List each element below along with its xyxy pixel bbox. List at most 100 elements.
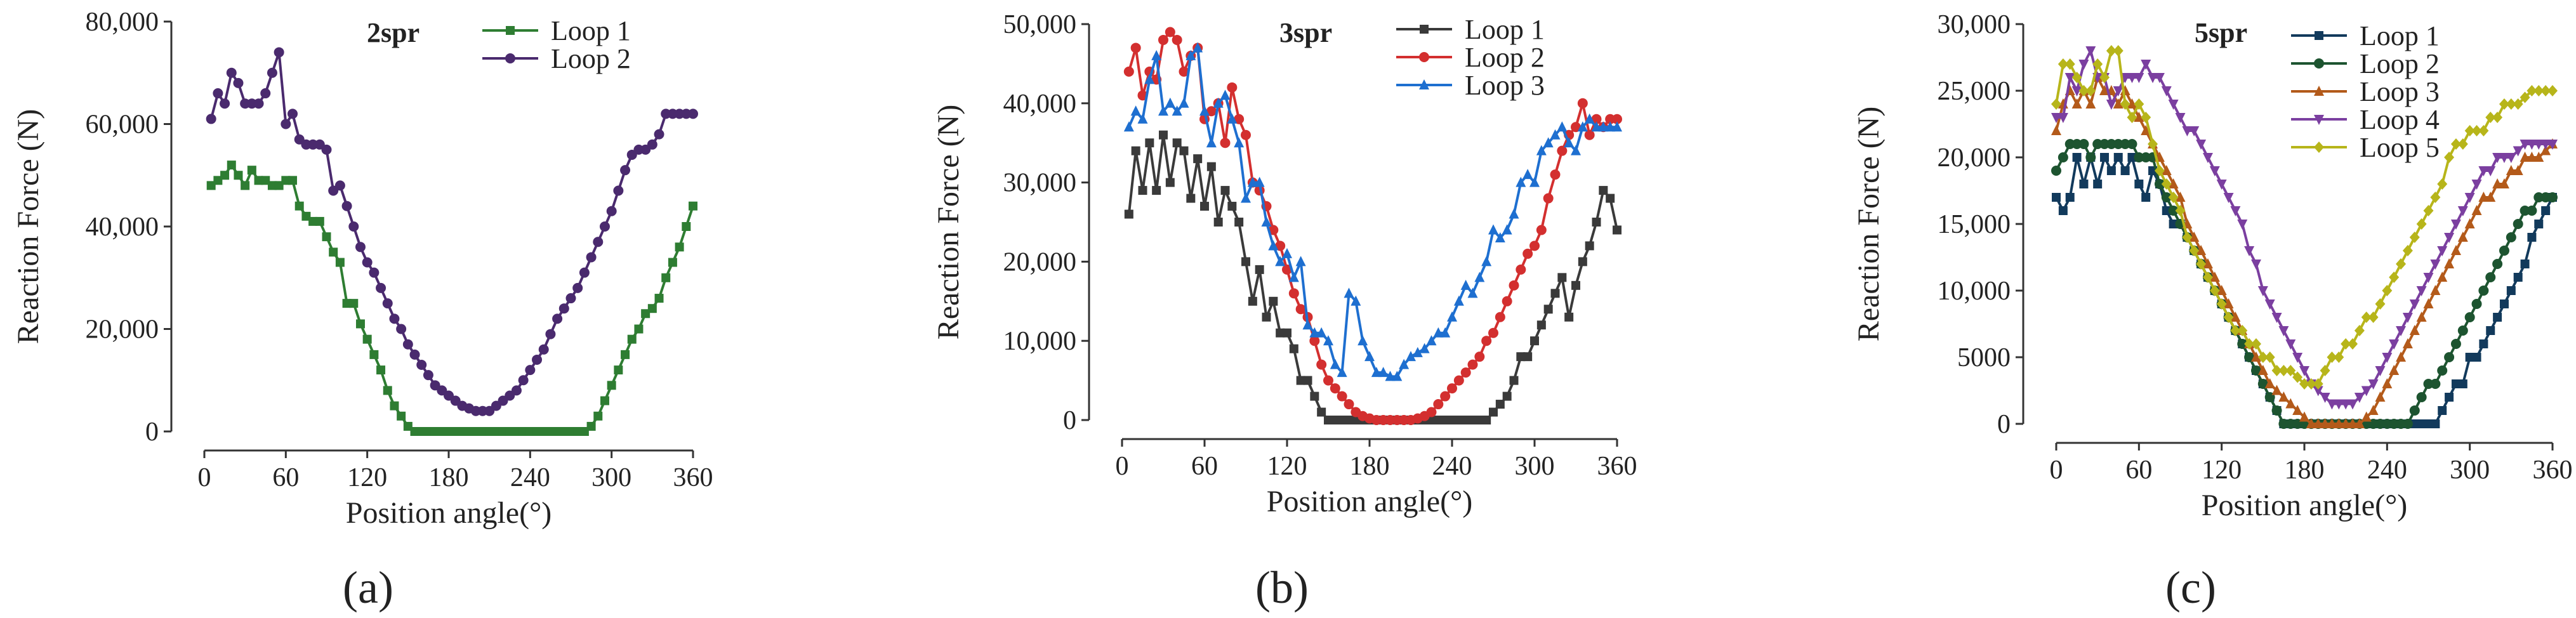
- x-tick-label: 120: [2202, 456, 2242, 485]
- data-point: [2079, 180, 2089, 188]
- data-point: [1557, 273, 1567, 282]
- data-point: [2100, 153, 2110, 162]
- data-point: [2382, 285, 2393, 296]
- data-point: [2106, 100, 2117, 110]
- data-point: [2320, 365, 2330, 376]
- data-point: [2064, 73, 2075, 83]
- data-point: [2520, 140, 2530, 150]
- data-point: [1543, 137, 1554, 148]
- data-point: [233, 77, 244, 88]
- data-point: [2134, 180, 2144, 188]
- data-point: [2078, 85, 2089, 96]
- data-point: [2085, 98, 2096, 108]
- data-point: [2250, 260, 2261, 270]
- data-point: [2409, 325, 2420, 335]
- data-point: [2471, 180, 2482, 190]
- data-point: [2541, 206, 2551, 215]
- data-point: [2375, 391, 2386, 402]
- data-point: [2416, 218, 2427, 230]
- data-point: [1522, 169, 1533, 180]
- data-point: [1509, 208, 1519, 219]
- data-point: [2492, 112, 2503, 123]
- data-point: [2450, 245, 2461, 255]
- panel-title: 2spr: [367, 17, 419, 48]
- data-point: [1323, 375, 1333, 386]
- data-point: [2457, 206, 2468, 216]
- data-point: [213, 176, 223, 185]
- data-point: [274, 47, 284, 58]
- data-point: [417, 427, 426, 436]
- data-point: [1283, 328, 1291, 338]
- data-point: [2230, 206, 2241, 216]
- data-point: [2389, 272, 2400, 283]
- data-point: [1220, 89, 1231, 100]
- data-point: [511, 385, 522, 396]
- x-tick-label: 120: [1267, 452, 1307, 481]
- data-point: [1330, 383, 1340, 394]
- data-point: [423, 427, 433, 436]
- data-point: [2299, 411, 2309, 422]
- data-point: [1179, 66, 1189, 77]
- data-point: [1220, 186, 1230, 195]
- data-point: [2257, 286, 2268, 296]
- data-point: [2244, 338, 2255, 350]
- data-point: [1282, 247, 1292, 258]
- data-point: [267, 181, 277, 190]
- data-point: [241, 181, 250, 190]
- x-axis-label: Position angle(°): [346, 496, 552, 530]
- data-point: [1523, 352, 1533, 362]
- data-point: [2148, 138, 2158, 150]
- data-point: [410, 427, 419, 436]
- data-point: [2341, 338, 2351, 350]
- data-point: [2230, 325, 2241, 336]
- data-point: [1426, 407, 1437, 417]
- data-point: [1309, 336, 1320, 346]
- data-point: [2278, 326, 2289, 336]
- x-tick-label: 240: [2367, 456, 2407, 485]
- data-point: [2361, 411, 2372, 422]
- data-point: [1261, 216, 1272, 227]
- data-point: [1584, 129, 1595, 140]
- data-point: [2120, 98, 2130, 110]
- data-point: [1584, 113, 1595, 124]
- data-point: [1606, 194, 1615, 203]
- data-point: [2547, 140, 2558, 150]
- data-point: [1165, 97, 1175, 108]
- data-point: [654, 294, 664, 303]
- data-point: [2264, 299, 2275, 310]
- y-tick-label: 50,000: [1003, 10, 1077, 39]
- data-point: [1137, 113, 1148, 124]
- data-point: [586, 421, 596, 431]
- data-point: [2327, 399, 2337, 410]
- data-point: [2237, 220, 2248, 230]
- data-point: [1509, 280, 1519, 291]
- data-point: [2464, 218, 2475, 228]
- x-tick-label: 360: [673, 463, 713, 492]
- data-point: [2299, 366, 2309, 376]
- data-point: [566, 427, 576, 436]
- data-point: [647, 139, 657, 150]
- data-point: [1296, 376, 1305, 385]
- data-point: [2341, 399, 2351, 410]
- data-point: [2223, 193, 2234, 203]
- data-point: [2134, 112, 2144, 122]
- data-point: [2410, 419, 2419, 428]
- data-point: [613, 185, 624, 196]
- data-point: [390, 401, 399, 411]
- data-point: [301, 211, 311, 221]
- series-loop-1: [206, 161, 697, 436]
- data-point: [519, 427, 528, 436]
- data-point: [1613, 225, 1622, 235]
- data-point: [1288, 272, 1299, 282]
- data-point: [369, 350, 379, 359]
- data-point: [396, 324, 407, 334]
- data-point: [329, 247, 338, 257]
- data-point: [607, 381, 616, 390]
- data-point: [2465, 353, 2474, 362]
- data-point: [1234, 137, 1245, 148]
- data-point: [2278, 365, 2289, 376]
- data-point: [2202, 272, 2213, 283]
- data-point: [1481, 256, 1492, 266]
- data-point: [1447, 383, 1457, 394]
- data-point: [2458, 379, 2467, 388]
